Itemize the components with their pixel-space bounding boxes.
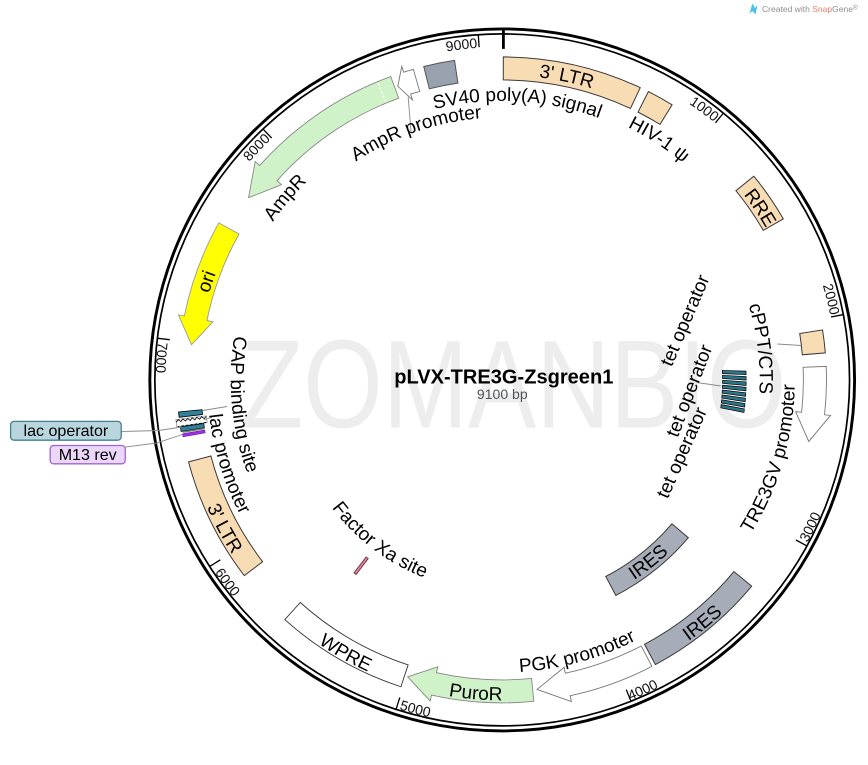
svg-text:M13 rev: M13 rev <box>59 446 117 464</box>
svg-text:9100 bp: 9100 bp <box>477 386 528 402</box>
svg-text:2000: 2000 <box>820 282 843 317</box>
svg-text:5000: 5000 <box>398 697 432 720</box>
svg-text:lac operator: lac operator <box>24 422 109 440</box>
svg-text:7000: 7000 <box>153 342 171 374</box>
svg-text:PuroR: PuroR <box>448 680 503 705</box>
svg-text:ZOMANBIO: ZOMANBIO <box>241 316 786 455</box>
svg-text:9000: 9000 <box>445 35 479 55</box>
svg-text:pLVX-TRE3G-Zsgreen1: pLVX-TRE3G-Zsgreen1 <box>394 367 613 389</box>
svg-text:Created with SnapGene®: Created with SnapGene® <box>762 4 858 14</box>
